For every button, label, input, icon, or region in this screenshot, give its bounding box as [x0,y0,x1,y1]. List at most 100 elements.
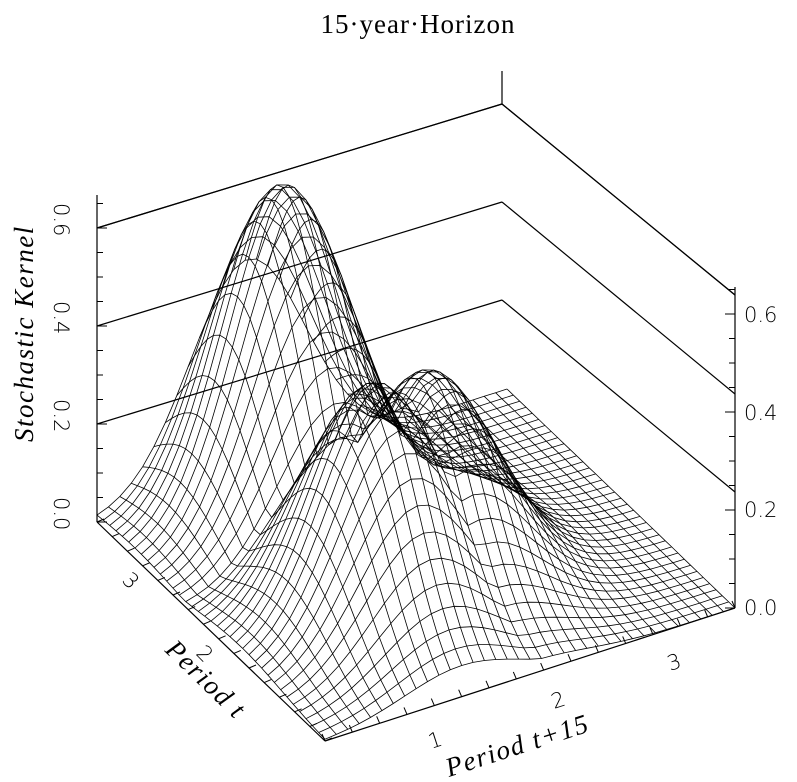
surface-line-x [336,374,565,654]
surface-line-x [438,410,667,630]
side-gridline-0.4 [501,201,736,395]
surface-line-y [293,557,704,705]
surface-line-y [299,582,710,712]
surface-line-x [290,248,519,660]
axis-frame [96,71,736,742]
x-tick-label: 3 [664,649,684,676]
surface-line-y [198,387,609,612]
surface-line-x [381,415,611,645]
surface-line-x [506,388,736,609]
surface-line-y [179,366,590,596]
z-axis-label: Stochastic Kernel [9,225,39,442]
surface-line-x [461,403,690,623]
surface-line-x [472,399,702,620]
front-x-axis [324,607,736,742]
surface-line-y [242,386,653,649]
back-gridline-0.4 [96,201,503,327]
x-tick [430,698,435,706]
left-z-tick-label: 0.0 [49,497,73,530]
surface-line-y [115,200,527,532]
surface-line-x [370,411,599,647]
surface-line-y [305,589,717,720]
surface-line-x [347,393,576,651]
surface-line-y [312,595,723,726]
y-tick [248,664,257,669]
x-tick [485,680,490,688]
surface-line-x [427,413,656,633]
x-tick [567,654,572,662]
left-z-tick-label: 0.2 [49,399,73,432]
surface-line-x [278,218,508,660]
surface-line-x [267,196,497,660]
back-gridline-0.6 [96,103,503,229]
y-tick [188,606,196,611]
y-tick [172,591,181,596]
surface-mesh [96,184,736,740]
surface-line-y [274,478,685,683]
x-tick [512,671,517,680]
x-tick-label: 1 [425,727,445,754]
y-tick [233,649,241,654]
right-z-tick-label: 0.4 [744,401,777,425]
surface-line-x [199,292,428,682]
y-tick [203,620,211,625]
y-tick [324,737,333,742]
surface-line-x [449,406,679,627]
surface-line-x [244,184,474,663]
surface-line-x [392,417,622,642]
surface-line-y [217,369,628,627]
y-tick [112,533,120,538]
x-axis-label: Period t+15 [441,708,593,782]
x-tick [622,636,627,644]
right-z-tick-label: 0.6 [744,303,777,327]
right-z-tick-label: 0.2 [744,498,777,522]
front-y-axis [96,521,326,742]
surface-line-x [404,416,633,639]
side-gridline-0.2 [501,299,736,493]
surface-line-x [210,253,440,676]
x-tick [540,662,545,671]
chart-title: 15·year·Horizon [321,9,516,39]
left-z-tick-label: 0.6 [49,203,73,236]
x-tick [348,724,353,733]
surface-line-x [96,514,326,740]
surface-line-y [204,378,615,617]
left-z-tick-labels: 0.0 0.2 0.4 0.6 [49,203,73,530]
left-z-tick-label: 0.4 [49,301,73,334]
surface-line-x [176,375,406,697]
side-gridline-0.6 [501,103,736,296]
x-tick [403,707,408,715]
right-z-tick-label: 0.0 [744,596,777,620]
right-z-tick-labels: 0.0 0.2 0.4 0.6 [744,303,777,620]
surface-line-x [313,316,542,659]
surface-line-x [108,506,337,735]
y-tick [142,562,150,567]
surface-line-y [185,401,596,602]
surface-line-y [318,601,729,733]
surface-line-x [187,334,417,689]
surface-line-x [495,392,724,612]
x-tick [376,716,381,724]
y-tick [127,547,135,552]
x-tick [676,618,681,626]
surface-line-x [119,496,349,730]
surface-line-x [131,482,360,724]
y-tick [218,635,226,640]
x-tick-label: 2 [548,687,568,714]
surface-line-x [165,412,394,704]
surface-line-x [483,396,713,616]
y-tick-label: 3 [117,568,143,594]
surface-line-x [324,347,554,656]
surface-line-x [153,443,383,711]
surface-line-y [153,236,565,568]
surface-line-x [415,415,645,637]
surface-line-x [142,466,371,718]
x-tick [458,689,463,697]
surface-line-x [233,196,463,666]
y-tick [264,679,272,684]
surface-line-x [301,282,531,660]
back-gridline-0.2 [96,299,503,425]
x-tick [704,609,709,618]
x-tick [731,600,736,609]
